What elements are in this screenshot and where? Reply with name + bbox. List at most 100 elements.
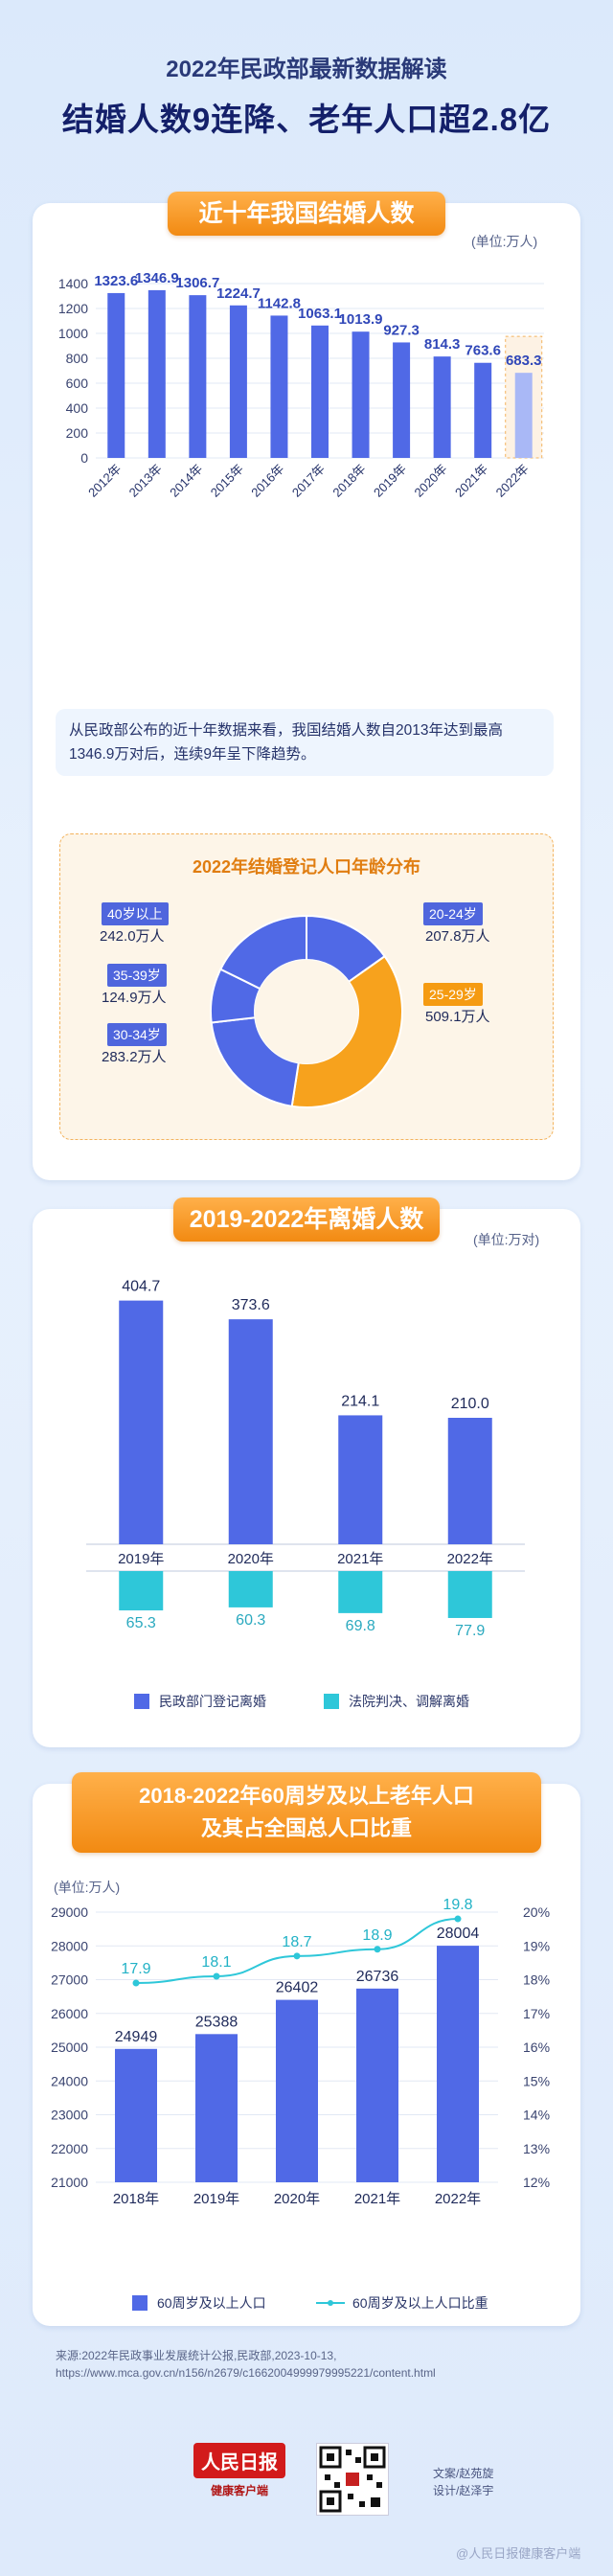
age-value-35-39: 124.9万人 (102, 990, 167, 1006)
legend-label-pop: 60周岁及以上人口 (157, 2295, 266, 2311)
age-tag-20-24: 20-24岁 (423, 902, 483, 925)
data-label: 763.6 (465, 343, 501, 359)
divorce-unit: (单位:万对) (473, 1232, 540, 1247)
x-tick-label: 2022年 (447, 1551, 493, 1567)
y2-tick-label: 13% (523, 2141, 550, 2156)
data-label: 1306.7 (175, 275, 219, 291)
legend-label-ratio: 60周岁及以上人口比重 (352, 2295, 488, 2311)
y-tick-label: 23000 (51, 2108, 88, 2123)
credit-designer: 设计/赵泽宇 (433, 2484, 494, 2497)
data-label: 1013.9 (339, 311, 383, 328)
data-label-court: 65.3 (126, 1615, 156, 1631)
bar (393, 342, 411, 458)
marriage-note: 从民政部公布的近十年数据来看，我国结婚人数自2013年达到最高1346.9万对后… (69, 722, 503, 763)
x-tick-label: 2016年 (248, 462, 286, 500)
bar (352, 331, 370, 458)
x-tick-label: 2019年 (118, 1551, 164, 1567)
data-label: 1346.9 (135, 270, 179, 286)
divorce-pill: 2019-2022年离婚人数 (173, 1197, 440, 1242)
data-label-civil: 373.6 (232, 1297, 270, 1313)
x-tick-label: 2020年 (274, 2191, 320, 2207)
data-label-civil: 214.1 (341, 1393, 379, 1409)
bar (514, 373, 533, 458)
data-label-court: 69.8 (346, 1618, 375, 1634)
divorce-bar-chart: 404.7 2019年 65.3 373.6 2020年 60.3 214.1 2021年 69… (86, 1279, 525, 1639)
bar (107, 292, 125, 458)
y-tick-label: 1200 (58, 301, 88, 316)
qr-code[interactable] (316, 2443, 389, 2516)
marriage-bar-chart: 0 200 400 600 800 1000 1200 1400 1323.6 2012年 1346… (58, 270, 544, 500)
ratio-line (135, 1918, 459, 1985)
legend-swatch-pop (132, 2295, 148, 2311)
bar-population (276, 1999, 318, 2182)
y-tick-label: 800 (66, 351, 89, 366)
bar (189, 295, 207, 458)
y-tick-label: 0 (80, 450, 88, 466)
bar (474, 362, 492, 458)
x-tick-label: 2015年 (208, 462, 246, 500)
y2-tick-label: 20% (523, 1904, 550, 1920)
ratio-point (132, 1979, 140, 1987)
divorce-legend-court: 法院判决、调解离婚 (324, 1692, 469, 1711)
source-note: 来源:2022年民政事业发展统计公报,民政部,2023-10-13, https… (56, 2347, 573, 2382)
ratio-point (454, 1915, 462, 1923)
legend-swatch-civil (134, 1694, 149, 1709)
bar (270, 315, 288, 458)
source-line1: 来源:2022年民政事业发展统计公报,民政部,2023-10-13, (56, 2349, 337, 2362)
y2-tick-label: 19% (523, 1938, 550, 1953)
legend-label-court: 法院判决、调解离婚 (349, 1694, 469, 1709)
elderly-legend-pop: 60周岁及以上人口 (132, 2293, 266, 2313)
age-tag-35-39: 35-39岁 (107, 964, 167, 987)
data-label: 683.3 (506, 353, 542, 369)
y-tick-label: 1000 (58, 326, 88, 341)
legend-swatch-court (324, 1694, 339, 1709)
bar-court (119, 1571, 164, 1611)
x-tick-label: 2021年 (452, 462, 490, 500)
ratio-label: 18.9 (362, 1927, 392, 1944)
data-label-population: 28004 (437, 1926, 480, 1942)
bar-court (447, 1571, 492, 1618)
x-tick-label: 2014年 (167, 462, 205, 500)
x-tick-label: 2019年 (371, 462, 409, 500)
elderly-pill-line1: 2018-2022年60周岁及以上老年人口 (139, 1784, 474, 1808)
marriage-note-box: 从民政部公布的近十年数据来看，我国结婚人数自2013年达到最高1346.9万对后… (56, 709, 554, 776)
x-tick-label: 2012年 (85, 462, 124, 500)
age-value-20-24: 207.8万人 (425, 928, 490, 945)
bar-population (115, 2048, 157, 2182)
age-value-25-29: 509.1万人 (425, 1009, 490, 1025)
data-label: 814.3 (424, 336, 461, 353)
y2-tick-label: 12% (523, 2175, 550, 2190)
bar-population (437, 1946, 479, 2182)
y2-tick-label: 18% (523, 1972, 550, 1988)
source-line2[interactable]: https://www.mca.gov.cn/n156/n2679/c16620… (56, 2366, 436, 2380)
x-tick-label: 2020年 (228, 1551, 274, 1567)
data-label-civil: 404.7 (122, 1279, 160, 1295)
elderly-pill-line2: 及其占全国总人口比重 (200, 1816, 412, 1840)
y-tick-label: 200 (66, 425, 89, 441)
elderly-pill: 2018-2022年60周岁及以上老年人口 及其占全国总人口比重 (72, 1772, 541, 1853)
data-label-civil: 210.0 (451, 1396, 489, 1412)
y-tick-label: 22000 (51, 2141, 88, 2156)
y-tick-label: 21000 (51, 2175, 88, 2190)
legend-label-civil: 民政部门登记离婚 (159, 1694, 266, 1709)
legend-line-ratio (316, 2300, 345, 2306)
ratio-point (374, 1946, 381, 1953)
y-tick-label: 24000 (51, 2073, 88, 2088)
bar-civil (119, 1300, 164, 1544)
ratio-label: 18.7 (282, 1934, 311, 1950)
data-label: 927.3 (383, 322, 420, 338)
ratio-point (213, 1972, 220, 1980)
y2-tick-label: 16% (523, 2040, 550, 2055)
age-tag-30-34: 30-34岁 (107, 1023, 167, 1046)
x-tick-label: 2018年 (113, 2191, 159, 2207)
x-tick-label: 2017年 (289, 462, 328, 500)
x-tick-label: 2013年 (126, 462, 165, 500)
data-label-population: 24949 (115, 2029, 158, 2045)
credits: 文案/赵苑旋 设计/赵泽宇 (433, 2465, 493, 2499)
x-tick-label: 2022年 (493, 462, 532, 500)
donut-hole (255, 960, 358, 1063)
age-donut-chart (210, 914, 403, 1108)
data-label-population: 25388 (195, 2014, 238, 2030)
elderly-legend-ratio: 60周岁及以上人口比重 (316, 2293, 488, 2313)
age-tag-25-29: 25-29岁 (423, 983, 483, 1006)
